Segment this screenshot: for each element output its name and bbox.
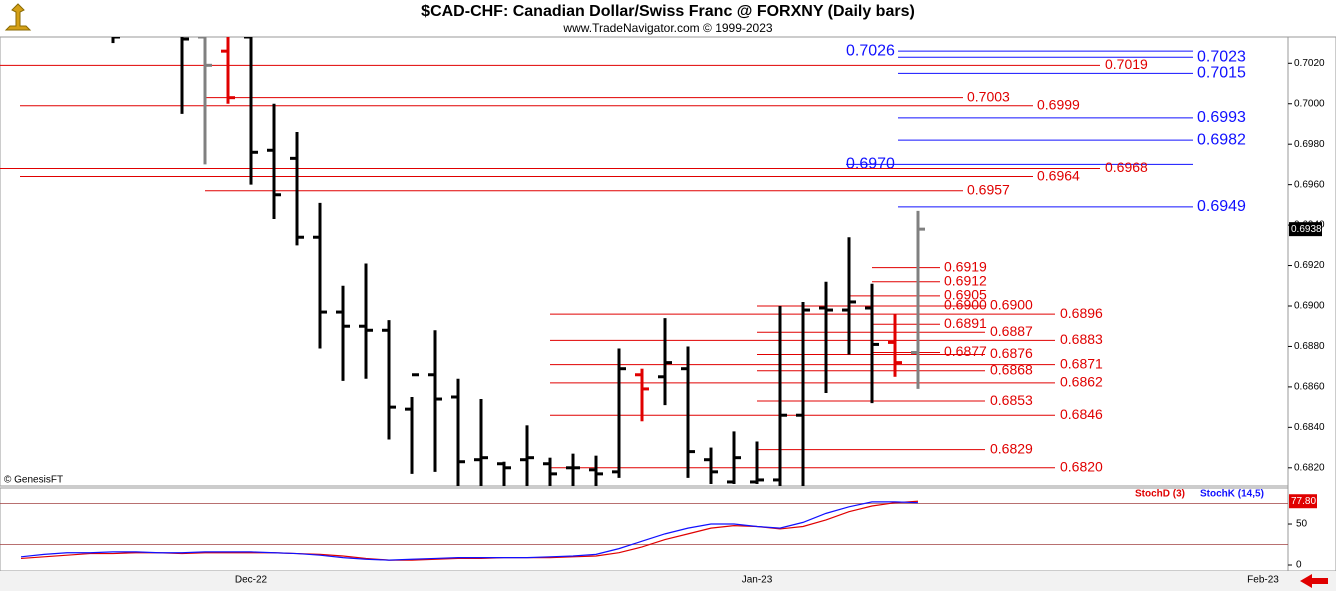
level-label: 0.7026 xyxy=(846,42,895,59)
y-tick-label: 0.6880 xyxy=(1294,341,1325,352)
y-tick-label: 0 xyxy=(1296,560,1302,571)
level-label: 0.6883 xyxy=(1060,331,1103,347)
level-label: 0.6957 xyxy=(967,181,1010,197)
x-tick-label: Jan-23 xyxy=(742,575,773,586)
level-label: 0.7015 xyxy=(1197,65,1246,82)
level-label: 0.6896 xyxy=(1060,305,1103,321)
last-price-box xyxy=(1289,222,1322,237)
x-tick-label: Dec-22 xyxy=(235,575,268,586)
y-tick-label: 0.7020 xyxy=(1294,58,1325,69)
level-label: 0.6900 xyxy=(944,297,987,313)
stoch-line xyxy=(20,501,919,561)
level-label: 0.6846 xyxy=(1060,406,1103,422)
price-plot: 0.7026 0.7023 0.7019 0.7015 0.7003 0.6999 0.69… xyxy=(0,37,1246,486)
level-label: 0.6993 xyxy=(1197,109,1246,126)
level-label: 0.6829 xyxy=(990,440,1033,456)
level-label: 0.6871 xyxy=(1060,355,1103,371)
level-label: 0.6891 xyxy=(944,315,987,331)
right-axis xyxy=(1287,36,1336,572)
level-label: 0.6900 xyxy=(990,297,1033,313)
level-label: 0.6919 xyxy=(944,258,987,274)
stoch-panel xyxy=(0,487,1289,572)
level-label: 0.6876 xyxy=(990,345,1033,361)
scroll-arrow[interactable] xyxy=(1300,574,1328,588)
date-strip xyxy=(0,571,1336,591)
level-label: 0.6853 xyxy=(990,392,1033,408)
y-tick-label: 0.6820 xyxy=(1294,462,1325,473)
level-label: 0.7023 xyxy=(1197,48,1246,65)
level-label: 0.6964 xyxy=(1037,167,1080,183)
chart-title: $CAD-CHF: Canadian Dollar/Swiss Franc @ … xyxy=(421,3,915,20)
x-tick-label: Feb-23 xyxy=(1247,575,1279,586)
y-tick-label: 50 xyxy=(1296,519,1308,530)
legend-entry: StochD (3) xyxy=(1135,489,1185,500)
last-price-label: 0.6938 xyxy=(1291,224,1322,235)
y-tick-label: 0.6860 xyxy=(1294,382,1325,393)
logo xyxy=(4,3,32,31)
level-label: 0.6912 xyxy=(944,272,987,288)
y-tick-label: 0.6920 xyxy=(1294,260,1325,271)
chart-subtitle: www.TradeNavigator.com © 1999-2023 xyxy=(562,21,772,35)
level-label: 0.6982 xyxy=(1197,131,1246,148)
legend-entry: StochK (14,5) xyxy=(1200,489,1264,500)
level-label: 0.6877 xyxy=(944,343,987,359)
level-label: 0.6968 xyxy=(1105,159,1148,175)
level-label: 0.6949 xyxy=(1197,198,1246,215)
level-label: 0.6887 xyxy=(990,323,1033,339)
y-tick-label: 0.6900 xyxy=(1294,301,1325,312)
y-tick-label: 0.6840 xyxy=(1294,422,1325,433)
level-label: 0.7019 xyxy=(1105,56,1148,72)
y-tick-label: 0.7000 xyxy=(1294,98,1325,109)
level-label: 0.6905 xyxy=(944,287,987,303)
level-label: 0.7003 xyxy=(967,88,1010,104)
level-label: 0.6970 xyxy=(846,156,895,173)
level-label: 0.6868 xyxy=(990,361,1033,377)
last-value-label: 77.80 xyxy=(1291,496,1316,507)
last-value-box xyxy=(1289,494,1317,509)
source: © GenesisFT xyxy=(4,475,63,486)
level-label: 0.6999 xyxy=(1037,96,1080,112)
level-label: 0.6820 xyxy=(1060,459,1103,475)
y-tick-label: 0.6960 xyxy=(1294,179,1325,190)
logo-shape xyxy=(4,3,32,31)
level-label: 0.6862 xyxy=(1060,374,1103,390)
price-panel xyxy=(0,36,1289,487)
y-tick-label: 0.6980 xyxy=(1294,139,1325,150)
